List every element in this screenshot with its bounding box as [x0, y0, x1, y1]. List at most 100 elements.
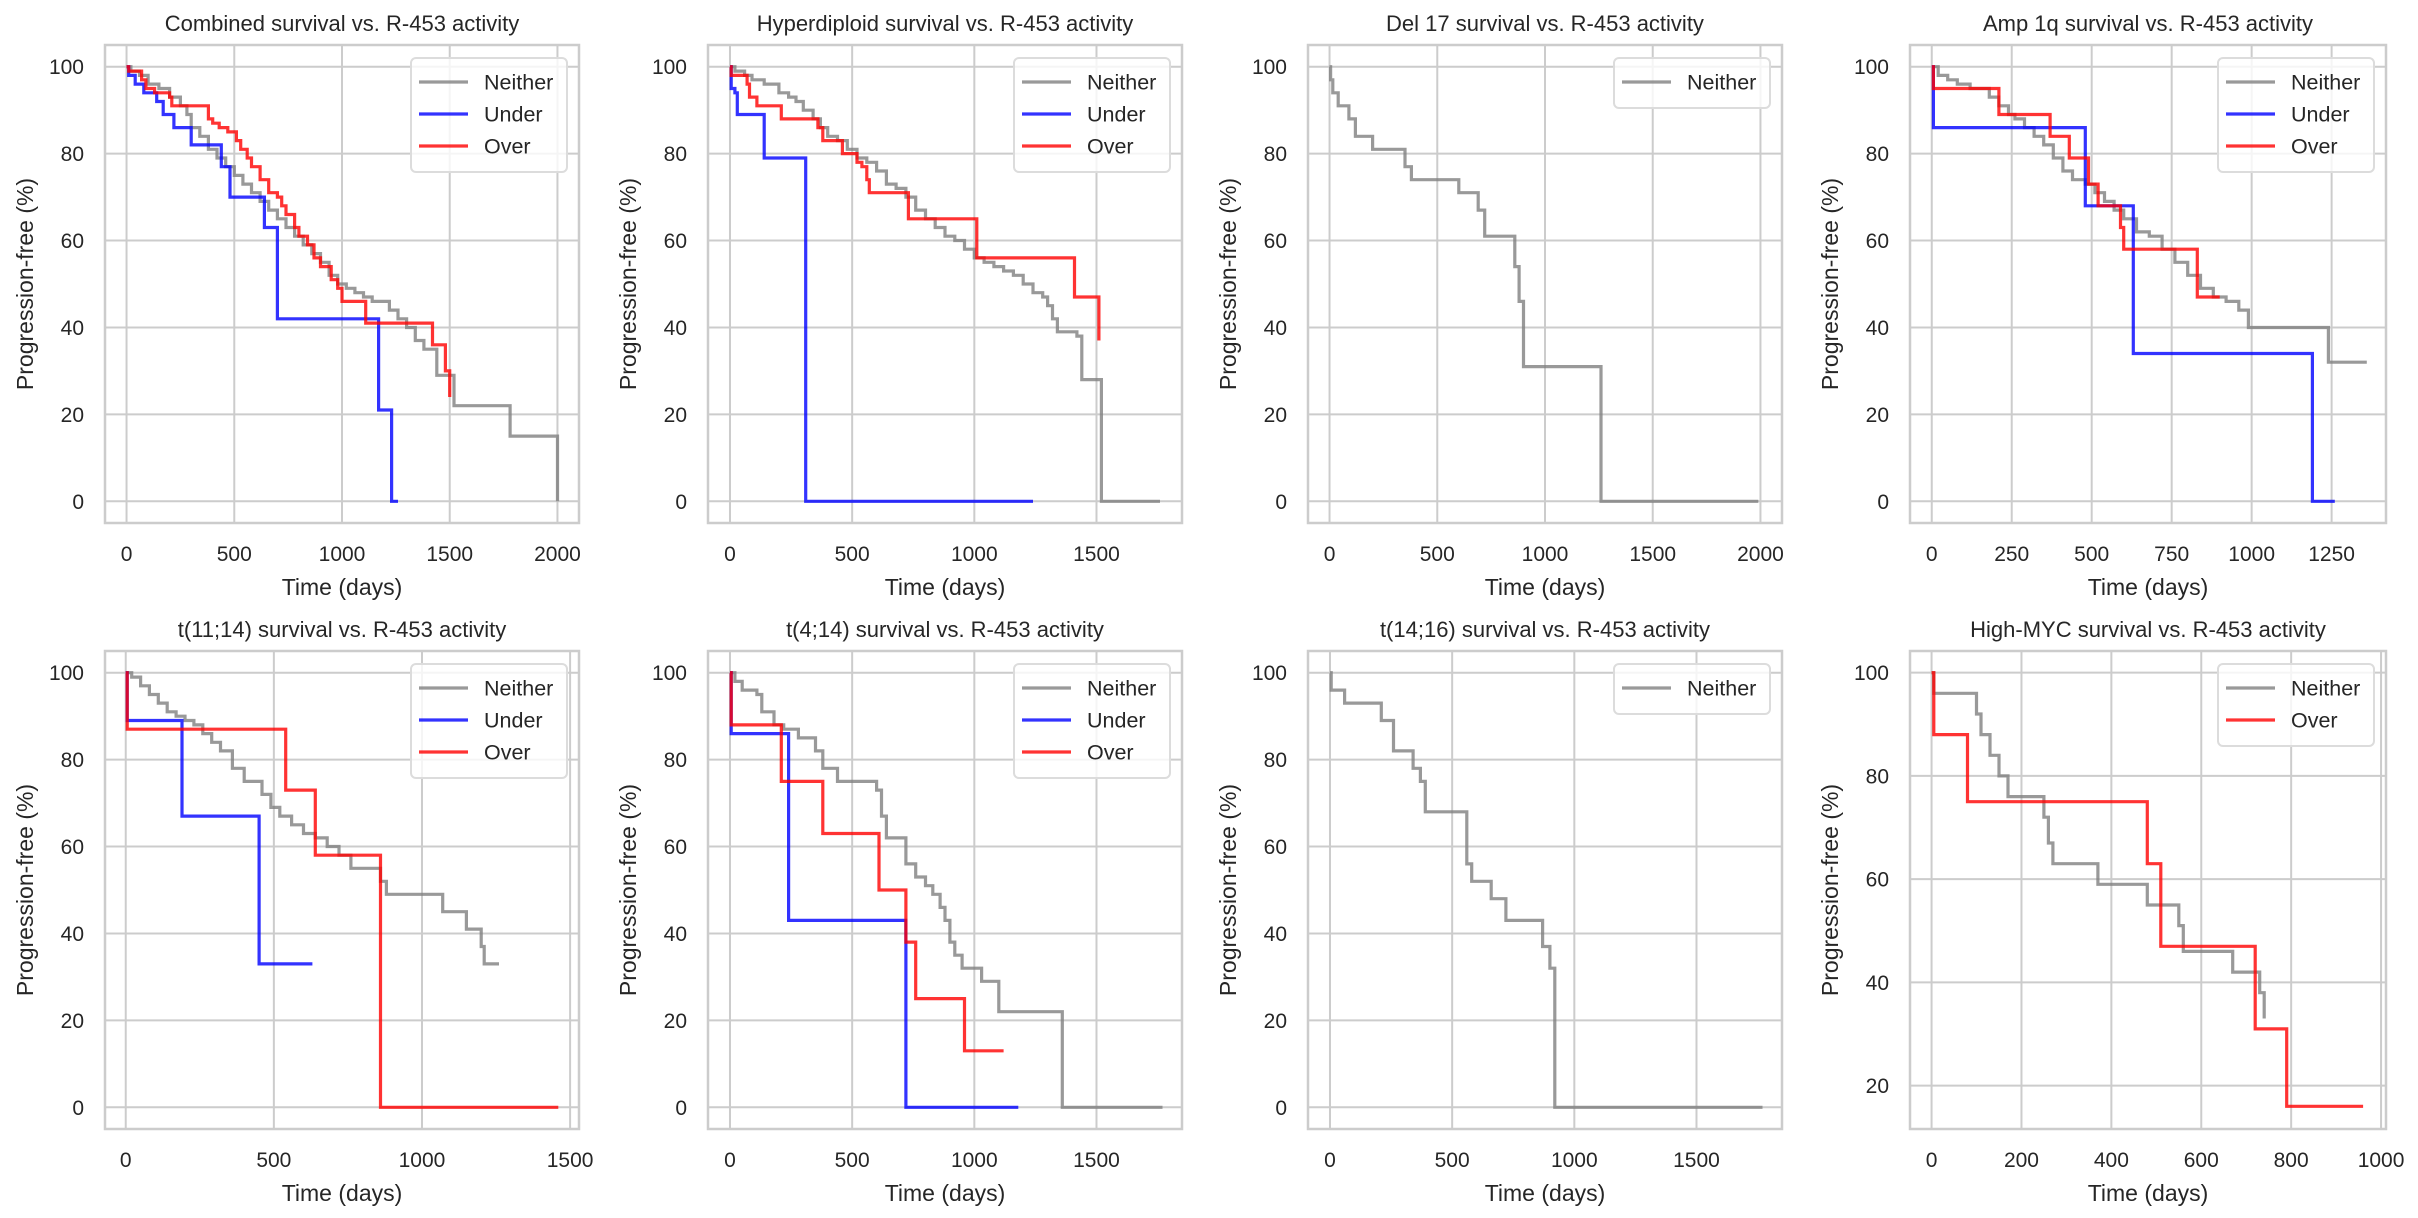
y-tick-label: 80 [664, 749, 687, 772]
x-tick-label: 500 [835, 1149, 870, 1172]
x-tick-label: 1500 [1673, 1149, 1720, 1172]
legend-label: Neither [2291, 677, 2360, 701]
chart-title: Amp 1q survival vs. R-453 activity [1983, 11, 2313, 36]
subplot-6: 0 500 1000 1500 0 20 40 60 80 100 t(4;14) survival… [615, 617, 1184, 1206]
y-tick-label: 100 [652, 662, 687, 685]
subplot-3: 0 500 1000 1500 2000 0 20 40 60 80 100 Del 17 survi… [1215, 11, 1784, 600]
y-tick-label: 40 [1866, 317, 1889, 340]
legend-label: Under [484, 709, 543, 733]
axes-frame [103, 43, 581, 525]
legend-label: Over [484, 135, 531, 159]
km-curve-neither [125, 671, 499, 966]
legend-item-neither: Neither [1622, 677, 1756, 701]
gridlines [1308, 45, 1782, 523]
x-tick-label: 1500 [547, 1149, 594, 1172]
axes-frame [706, 649, 1184, 1131]
y-tick-label: 0 [1275, 491, 1287, 514]
x-axis-label: Time (days) [885, 1180, 1006, 1206]
axes-frame [1306, 649, 1784, 1131]
subplot-1: 0 500 1000 1500 2000 0 20 40 60 80 100 Combined sur… [12, 11, 581, 600]
legend-item-under: Under [419, 709, 543, 733]
legend-label: Under [484, 103, 543, 127]
x-axis-label: Time (days) [282, 1180, 403, 1206]
legend-box [410, 663, 568, 779]
legend-box [1613, 663, 1771, 715]
legend-item-neither: Neither [2226, 677, 2360, 701]
subplot-2: 0 500 1000 1500 0 20 40 60 80 100 Hyperdiploid sur… [615, 11, 1184, 600]
legend-label: Over [1087, 135, 1134, 159]
legend-item-under: Under [1022, 103, 1146, 127]
y-tick-label: 40 [61, 317, 84, 340]
chart-title: Hyperdiploid survival vs. R-453 activity [757, 11, 1134, 36]
y-axis-label: Progression-free (%) [12, 178, 38, 390]
x-tick-label: 500 [217, 543, 252, 566]
y-tick-label: 0 [675, 491, 687, 514]
y-tick-label: 40 [61, 923, 84, 946]
km-curve-under [1931, 65, 2335, 503]
legend-label: Over [2291, 709, 2338, 733]
x-axis-label: Time (days) [282, 574, 403, 600]
km-curve-neither [730, 671, 1163, 1109]
km-curve-over [125, 671, 559, 1109]
y-tick-label: 80 [1264, 749, 1287, 772]
subplot-5: 0 500 1000 1500 0 20 40 60 80 100 t(11;14) surviva… [12, 617, 593, 1206]
y-tick-label: 60 [1264, 836, 1287, 859]
y-axis-label: Progression-free (%) [1215, 178, 1241, 390]
x-tick-label: 500 [256, 1149, 291, 1172]
x-axis-label: Time (days) [1485, 1180, 1606, 1206]
y-axis-label: Progression-free (%) [1215, 784, 1241, 996]
y-tick-label: 100 [1252, 56, 1287, 79]
x-tick-label: 0 [724, 1149, 736, 1172]
x-tick-label: 500 [835, 543, 870, 566]
y-tick-label: 40 [664, 923, 687, 946]
x-tick-label: 2000 [534, 543, 581, 566]
legend-box [2217, 57, 2375, 173]
x-tick-label: 2000 [1737, 543, 1784, 566]
y-axis-label: Progression-free (%) [615, 178, 641, 390]
x-tick-label: 0 [1926, 543, 1938, 566]
y-tick-label: 20 [1264, 404, 1287, 427]
y-tick-label: 20 [61, 1010, 84, 1033]
subplot-7: 0 500 1000 1500 0 20 40 60 80 100 t(14;16) surviva… [1215, 617, 1784, 1206]
legend-box [2217, 663, 2375, 747]
chart-title: t(11;14) survival vs. R-453 activity [178, 617, 506, 642]
x-tick-label: 500 [1435, 1149, 1470, 1172]
x-axis-label: Time (days) [885, 574, 1006, 600]
y-tick-label: 60 [664, 230, 687, 253]
legend: Neither Under Over [1013, 663, 1171, 779]
km-curve-under [729, 65, 1033, 503]
legend: Neither Under Over [410, 57, 568, 173]
legend-item-over: Over [1022, 741, 1134, 765]
y-tick-label: 80 [664, 143, 687, 166]
x-tick-label: 0 [120, 1149, 132, 1172]
x-tick-label: 800 [2274, 1149, 2309, 1172]
legend-item-neither: Neither [2226, 71, 2360, 95]
y-tick-label: 60 [61, 230, 84, 253]
legend-item-neither: Neither [419, 71, 553, 95]
legend-label: Under [2291, 103, 2350, 127]
x-tick-label: 1000 [951, 543, 998, 566]
km-curve-over [1931, 671, 2364, 1108]
legend-label: Over [2291, 135, 2338, 159]
legend-label: Neither [1087, 677, 1156, 701]
legend-label: Under [1087, 103, 1146, 127]
x-tick-label: 400 [2094, 1149, 2129, 1172]
legend: Neither Over [2217, 663, 2375, 747]
y-tick-label: 40 [1866, 972, 1889, 995]
legend-box [1613, 57, 1771, 109]
legend-item-over: Over [2226, 709, 2338, 733]
legend-label: Neither [1687, 677, 1756, 701]
y-tick-label: 60 [1866, 230, 1889, 253]
y-tick-label: 60 [61, 836, 84, 859]
legend: Neither [1613, 663, 1771, 715]
km-curve-neither [1329, 671, 1763, 1109]
legend-item-over: Over [2226, 135, 2338, 159]
y-tick-label: 0 [675, 1097, 687, 1120]
legend-box [410, 57, 568, 173]
chart-title: Combined survival vs. R-453 activity [165, 11, 520, 36]
km-curve-neither [730, 65, 1160, 503]
legend: Neither Under Over [2217, 57, 2375, 173]
y-tick-label: 100 [652, 56, 687, 79]
x-tick-label: 1000 [951, 1149, 998, 1172]
